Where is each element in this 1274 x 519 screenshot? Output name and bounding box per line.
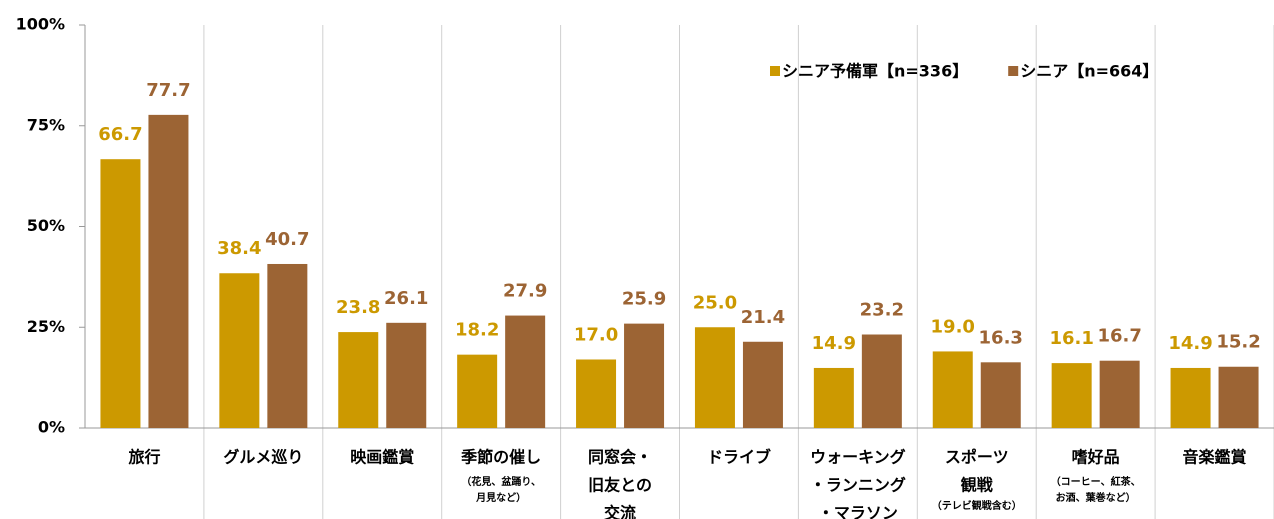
x-tick-label: グルメ巡り — [223, 448, 303, 467]
x-tick-label: 旧友との — [588, 476, 652, 495]
y-tick-label: 75% — [27, 115, 65, 134]
value-label: 16.7 — [1097, 326, 1141, 347]
bar — [1218, 366, 1259, 428]
bar — [742, 341, 783, 428]
y-tick-label: 100% — [16, 15, 65, 34]
bar — [1051, 363, 1092, 428]
x-tick-label: 音楽鑑賞 — [1183, 448, 1247, 467]
x-tick-label: ドライブ — [707, 448, 771, 467]
category-note: （花見、盆踊り、 — [461, 475, 541, 488]
value-label: 25.9 — [622, 289, 666, 310]
value-label: 25.0 — [693, 292, 737, 313]
y-tick-label: 50% — [27, 216, 65, 235]
x-tick-label: 交流 — [604, 504, 636, 519]
value-label: 18.2 — [455, 320, 499, 341]
bar — [576, 359, 617, 428]
category-note: （コーヒー、紅茶、 — [1051, 475, 1141, 488]
x-tick-label: スポーツ — [945, 448, 1009, 467]
category-note: （テレビ観戦含む） — [932, 499, 1022, 512]
x-tick-label: 季節の催し — [460, 448, 541, 467]
value-label: 27.9 — [503, 281, 547, 302]
bar — [267, 263, 308, 428]
bar — [148, 114, 189, 428]
x-tick-label: 旅行 — [128, 448, 160, 467]
bar — [932, 351, 973, 428]
value-label: 26.1 — [384, 288, 428, 309]
x-tick-label: 観戦 — [961, 476, 994, 495]
category-note: お酒、葉巻など） — [1056, 491, 1136, 504]
legend-swatch — [770, 66, 780, 76]
x-tick-label: ・マラソン — [818, 504, 898, 519]
category-note: 月見など） — [475, 491, 526, 504]
bar — [861, 334, 902, 428]
y-tick-label: 0% — [38, 418, 65, 437]
x-tick-label: 映画鑑賞 — [350, 448, 414, 467]
value-label: 66.7 — [98, 124, 142, 145]
bar — [457, 354, 498, 428]
x-tick-label: ・ランニング — [810, 476, 906, 495]
bar — [100, 159, 141, 428]
value-label: 23.2 — [860, 300, 904, 321]
bar — [505, 315, 546, 428]
bar — [980, 362, 1021, 428]
bar — [1170, 367, 1211, 428]
value-label: 15.2 — [1216, 332, 1260, 353]
x-tick-label: 嗜好品 — [1072, 448, 1120, 467]
value-label: 17.0 — [574, 324, 618, 345]
legend-label: シニア予備軍【n=336】 — [782, 62, 968, 81]
bar — [219, 273, 260, 428]
bar — [694, 327, 735, 428]
value-label: 40.7 — [265, 229, 309, 250]
value-label: 23.8 — [336, 297, 380, 318]
bar — [1099, 360, 1140, 428]
legend-swatch — [1008, 66, 1019, 76]
value-label: 16.1 — [1049, 328, 1093, 349]
value-label: 14.9 — [812, 333, 856, 354]
value-label: 14.9 — [1168, 333, 1212, 354]
x-tick-label: 同窓会・ — [588, 448, 652, 467]
bar — [338, 332, 379, 428]
value-label: 16.3 — [979, 327, 1023, 348]
y-tick-label: 25% — [27, 317, 65, 336]
value-label: 19.0 — [931, 316, 975, 337]
value-label: 21.4 — [741, 307, 785, 328]
bar — [624, 323, 665, 428]
legend-label: シニア【n=664】 — [1020, 62, 1158, 81]
value-label: 77.7 — [146, 80, 190, 101]
value-label: 38.4 — [217, 238, 261, 259]
bar — [386, 322, 427, 428]
x-tick-label: ウォーキング — [810, 448, 906, 467]
bar — [813, 367, 854, 428]
